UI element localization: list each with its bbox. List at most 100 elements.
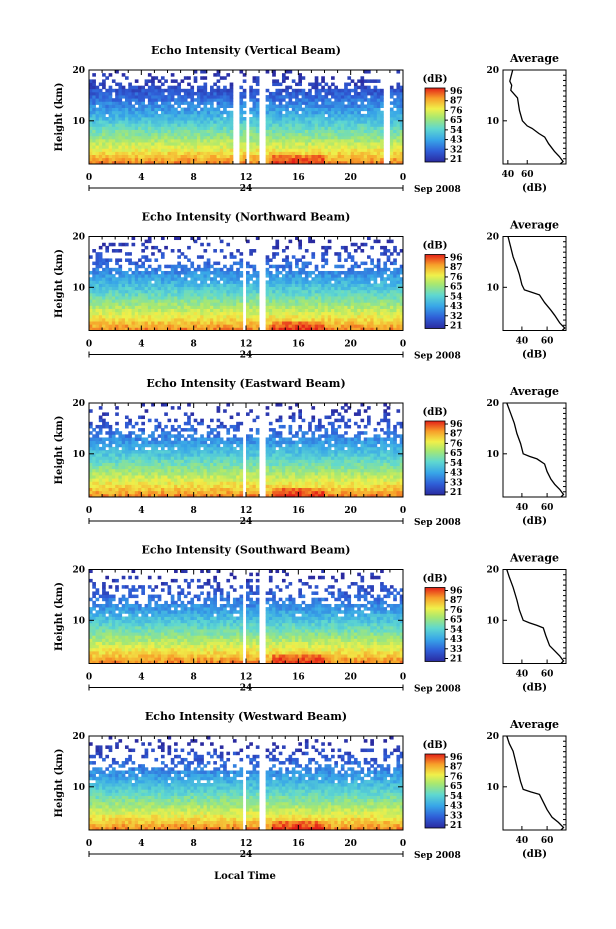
heatmap-cell: [108, 117, 113, 121]
heatmap-cell: [174, 154, 178, 159]
heatmap-cell: [219, 123, 224, 127]
heatmap-cell: [272, 148, 276, 152]
heatmap-cell: [121, 129, 126, 134]
heatmap-cell: [389, 148, 394, 152]
heatmap-cell: [252, 120, 257, 124]
heatmap-cell: [164, 145, 168, 149]
heatmap-cell: [144, 258, 149, 262]
heatmap-cell: [295, 292, 299, 297]
heatmap-cell: [389, 95, 394, 99]
heatmap-cell: [311, 255, 316, 259]
heatmap-cell: [167, 274, 172, 278]
heatmap-cell: [131, 151, 136, 155]
heatmap-cell: [108, 113, 113, 118]
heatmap-cell: [295, 120, 299, 124]
heatmap-cell: [141, 123, 145, 127]
heatmap-cell: [396, 132, 401, 137]
heatmap-cell: [128, 142, 132, 146]
heatmap-cell: [386, 283, 391, 288]
heatmap-cell: [177, 132, 181, 137]
heatmap-cell: [180, 286, 185, 291]
heatmap-cell: [115, 113, 119, 118]
heatmap-cell: [98, 107, 103, 112]
heatmap-cell: [383, 324, 388, 328]
heatmap-cell: [236, 493, 240, 498]
heatmap-cell: [291, 91, 296, 96]
heatmap-cell: [285, 91, 289, 96]
heatmap-cell: [124, 493, 129, 498]
heatmap-cell: [196, 123, 201, 127]
heatmap-cell: [304, 110, 309, 115]
heatmap-cell: [160, 270, 165, 275]
heatmap-cell: [324, 252, 329, 256]
heatmap-cell: [324, 308, 329, 313]
heatmap-cell: [147, 493, 152, 498]
heatmap-cell: [252, 305, 257, 309]
heatmap-cell: [311, 299, 316, 303]
heatmap-cell: [102, 286, 106, 291]
heatmap-cell: [380, 289, 384, 294]
heatmap-cell: [363, 151, 368, 155]
heatmap-cell: [187, 289, 191, 294]
heatmap-cell: [111, 277, 116, 281]
heatmap-cell: [223, 110, 227, 115]
heatmap-cell: [321, 277, 325, 281]
heatmap-cell: [291, 117, 296, 121]
heatmap-cell: [174, 324, 178, 328]
heatmap-cell: [340, 270, 345, 275]
heatmap-cell: [285, 311, 289, 316]
heatmap-cell: [301, 113, 306, 118]
heatmap-cell: [108, 283, 113, 288]
heatmap-cell: [393, 299, 397, 303]
heatmap-cell: [337, 120, 342, 124]
heatmap-cell: [115, 305, 119, 309]
heatmap-cell: [360, 493, 365, 498]
heatmap-cell: [219, 487, 224, 492]
heatmap-cell: [196, 160, 201, 165]
heatmap-cell: [183, 138, 188, 143]
heatmap-cell: [118, 327, 123, 331]
heatmap-cell: [331, 91, 335, 96]
heatmap-cell: [128, 160, 132, 165]
heatmap-cell: [108, 317, 113, 322]
heatmap-cell: [144, 110, 149, 115]
heatmap-cell: [304, 484, 309, 488]
heatmap-cell: [278, 324, 283, 328]
heatmap-cell: [357, 327, 361, 331]
heatmap-cell: [239, 321, 244, 325]
heatmap-cell: [298, 76, 302, 80]
heatmap-cell: [105, 107, 110, 112]
heatmap-cell: [363, 305, 368, 309]
heatmap-cell: [327, 308, 332, 313]
heatmap-cell: [154, 484, 159, 488]
heatmap-cell: [170, 324, 175, 328]
heatmap-cell: [360, 487, 365, 492]
heatmap-cell: [229, 255, 234, 259]
heatmap-cell: [393, 120, 397, 124]
heatmap-cell: [151, 160, 155, 165]
heatmap-cell: [164, 274, 168, 278]
heatmap-cell: [115, 142, 119, 146]
colorbar: [424, 87, 446, 163]
heatmap-cell: [124, 317, 129, 322]
heatmap-cell: [111, 107, 116, 112]
heatmap-cell: [317, 123, 322, 127]
heatmap-cell: [105, 302, 110, 306]
heatmap-cell: [115, 487, 119, 492]
heatmap-cell: [373, 79, 378, 83]
heatmap-cell: [249, 91, 253, 96]
heatmap-cell: [121, 481, 126, 485]
heatmap-cell: [131, 91, 136, 96]
heatmap-cell: [141, 321, 145, 325]
heatmap-cell: [177, 299, 181, 303]
heatmap-cell: [340, 308, 345, 313]
heatmap-cell: [239, 493, 244, 498]
heatmap-cell: [157, 91, 162, 96]
heatmap-cell: [311, 157, 316, 162]
heatmap-cell: [265, 123, 270, 127]
heatmap-cell: [210, 324, 214, 328]
heatmap-cell: [131, 138, 136, 143]
heatmap-cell: [193, 299, 198, 303]
heatmap-cell: [223, 314, 227, 319]
heatmap-cell: [370, 327, 374, 331]
